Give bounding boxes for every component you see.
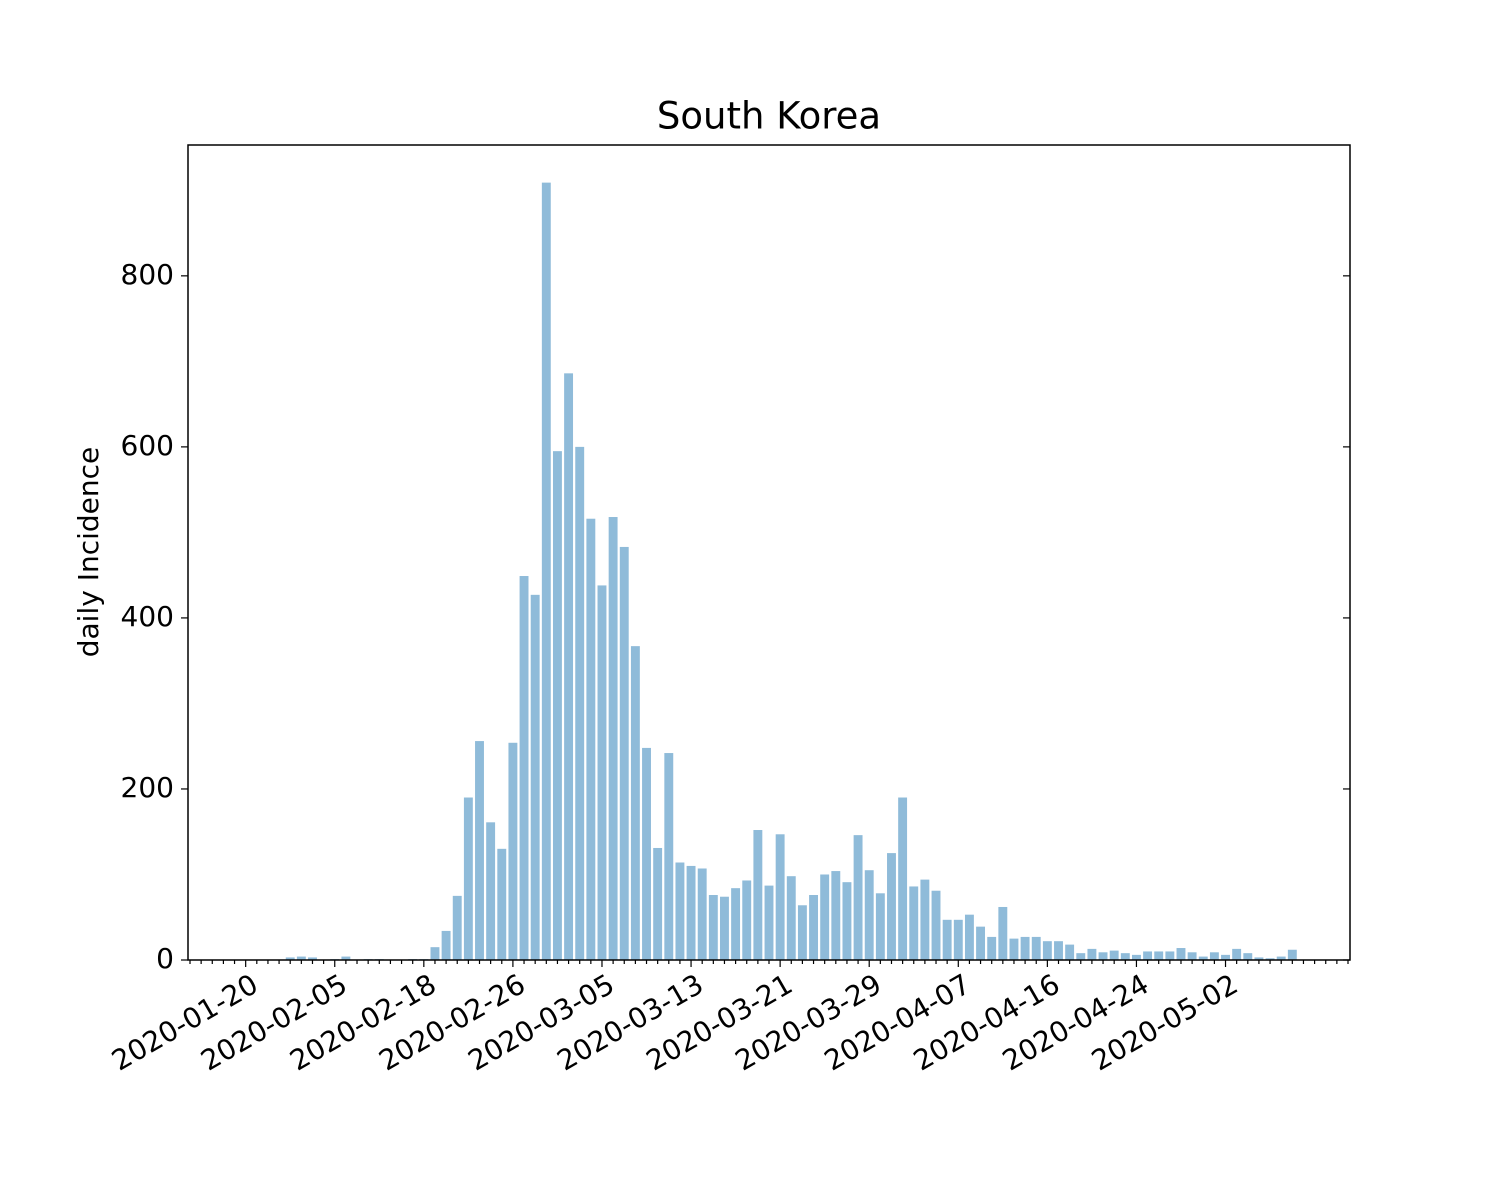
bar — [1187, 952, 1197, 960]
bar — [519, 576, 529, 960]
bar — [552, 451, 562, 960]
y-axis-label: daily Incidence — [72, 447, 105, 658]
bar — [987, 936, 997, 960]
bar — [486, 822, 496, 960]
bar — [1031, 936, 1041, 960]
bar — [1209, 952, 1219, 960]
bar — [697, 868, 707, 960]
bar — [630, 646, 640, 960]
y-tick-label: 0 — [156, 942, 174, 975]
bar — [1076, 953, 1086, 960]
bar — [497, 848, 507, 960]
bar — [898, 797, 908, 960]
bar — [931, 890, 941, 960]
bar — [675, 862, 685, 960]
bar — [1232, 948, 1242, 960]
bar — [1131, 954, 1141, 960]
bar — [708, 895, 718, 960]
bar — [296, 956, 306, 960]
bar — [642, 747, 651, 960]
bar — [430, 947, 440, 960]
bar — [508, 742, 518, 960]
bar — [1087, 948, 1097, 960]
bar — [887, 853, 896, 960]
bar — [753, 830, 763, 960]
bar — [909, 886, 919, 960]
bar — [998, 906, 1008, 960]
bar — [1276, 956, 1286, 960]
bar — [964, 914, 974, 960]
y-tick-label: 200 — [121, 771, 174, 804]
bar — [285, 957, 295, 960]
bar — [1042, 941, 1052, 960]
bar — [864, 870, 874, 960]
bar — [1243, 953, 1253, 960]
bar — [686, 865, 696, 960]
bar — [875, 893, 885, 960]
bar — [452, 895, 462, 960]
bar — [341, 956, 351, 960]
bar — [1165, 951, 1175, 960]
bar — [1143, 951, 1153, 960]
bar — [764, 885, 774, 960]
bar — [1054, 941, 1063, 960]
bar — [775, 834, 785, 960]
bar — [475, 741, 484, 960]
bar — [920, 879, 930, 960]
bar — [820, 874, 830, 960]
bar — [619, 546, 629, 960]
bar — [1221, 954, 1230, 960]
bar — [1009, 938, 1019, 960]
bar — [942, 919, 952, 960]
bar — [1120, 953, 1130, 960]
bar — [586, 518, 596, 960]
bar — [1176, 948, 1186, 960]
bar — [597, 585, 607, 960]
bar — [1154, 951, 1164, 960]
bar — [842, 882, 852, 960]
bar — [797, 905, 807, 960]
bar — [664, 753, 674, 960]
bar — [541, 182, 551, 960]
bar — [653, 847, 663, 960]
bar — [1098, 952, 1108, 960]
bar — [1020, 936, 1030, 960]
bar — [1265, 958, 1275, 960]
bar — [976, 926, 986, 960]
chart-title: South Korea — [657, 95, 881, 138]
bar — [1109, 950, 1119, 960]
bar — [809, 895, 818, 960]
bar — [308, 957, 317, 960]
bar — [441, 930, 451, 960]
bar — [831, 871, 841, 960]
bar — [1287, 949, 1297, 960]
bar — [853, 835, 863, 960]
bar — [953, 919, 963, 960]
y-tick-label: 400 — [121, 600, 174, 633]
bar — [575, 446, 585, 960]
bar — [731, 888, 741, 960]
bar — [786, 876, 796, 960]
bar — [608, 517, 618, 960]
bar — [720, 896, 729, 960]
y-tick-label: 800 — [121, 258, 174, 291]
bar — [1198, 956, 1208, 960]
bar — [1065, 944, 1075, 960]
bar — [530, 594, 540, 960]
bar — [463, 797, 473, 960]
bar — [564, 373, 574, 961]
y-tick-label: 600 — [121, 429, 174, 462]
bar — [1254, 957, 1264, 960]
bar — [742, 880, 752, 960]
